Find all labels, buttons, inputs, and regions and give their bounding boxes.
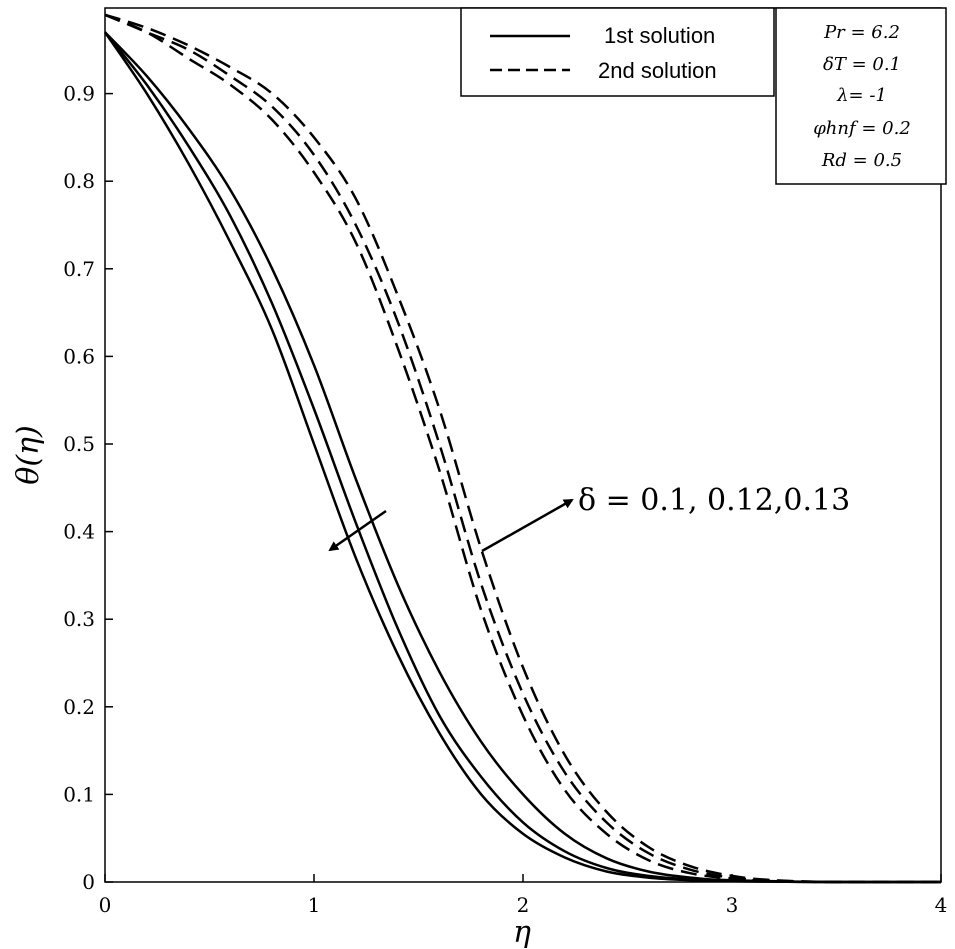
axis-ticks: 0 0.1 0.2 0.3 0.4 0.5 0.6 0.7 0.8 0.9 0 1 2 3 4: [63, 82, 947, 917]
legend-label-2nd-solution: 2nd solution: [598, 58, 717, 83]
y-tick-label: 0.4: [63, 520, 95, 544]
y-tick-label: 0.7: [63, 257, 95, 281]
y-tick-label: 0.5: [63, 432, 95, 456]
series-line-1st-solution-2: [104, 31, 942, 884]
param-lambda: λ= -1: [836, 85, 887, 106]
arrow-second-solution: [481, 498, 574, 553]
y-tick-label: 0.3: [63, 607, 95, 631]
y-axis-title: θ(η): [11, 425, 46, 484]
param-delta-t: δT = 0.1: [823, 54, 901, 75]
x-tick-label: 1: [308, 893, 321, 917]
x-tick-label: 0: [99, 893, 112, 917]
parameter-frame: [775, 7, 947, 185]
legend-frame: [460, 7, 775, 97]
param-pr: Pr = 6.2: [823, 22, 900, 43]
y-tick-label: 0: [82, 870, 95, 894]
series-line-1st-solution-3: [104, 31, 942, 884]
y-tick-label: 0.1: [63, 782, 95, 806]
legend-label-1st-solution: 1st solution: [604, 23, 715, 48]
delta-annotation: δ = 0.1, 0.12,0.13: [578, 483, 850, 518]
param-phi-hnf: φhnf = 0.2: [813, 118, 911, 139]
legend-box: 1st solution 2nd solution: [460, 7, 775, 97]
series-line-2nd-solution-2: [104, 13, 942, 884]
parameter-box: Pr = 6.2 δT = 0.1 λ= -1 φhnf = 0.2 Rd = …: [775, 7, 947, 185]
param-rd: Rd = 0.5: [821, 150, 902, 171]
x-tick-label: 2: [517, 893, 530, 917]
series-line-2nd-solution-3: [104, 13, 942, 884]
y-tick-label: 0.6: [63, 344, 95, 368]
y-tick-label: 0.2: [63, 695, 95, 719]
x-axis-title: η: [513, 915, 531, 949]
y-tick-label: 0.8: [63, 169, 95, 193]
x-tick-label: 4: [935, 893, 948, 917]
y-tick-label: 0.9: [63, 82, 95, 106]
arrow-first-solution: [328, 509, 387, 552]
x-tick-label: 3: [726, 893, 739, 917]
series-layer: [103, 13, 942, 884]
